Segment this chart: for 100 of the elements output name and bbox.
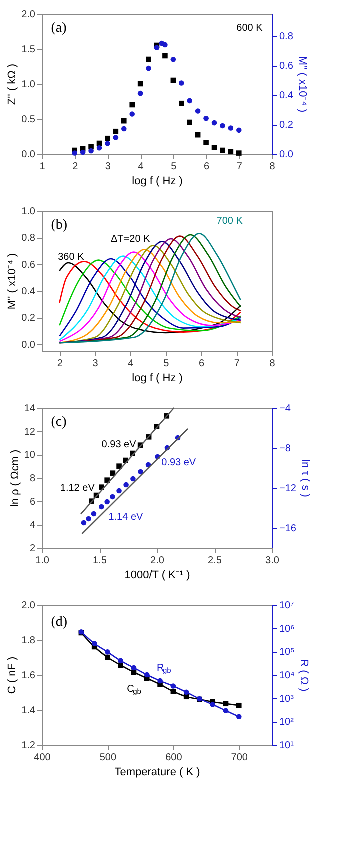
y-tick-label: 1.5: [22, 44, 36, 56]
y2-tick-label: 10⁴: [280, 670, 295, 682]
x-tick-label: 3: [92, 358, 99, 370]
point: [130, 112, 136, 117]
y-tick-label: 0.6: [22, 260, 36, 271]
point: [116, 464, 122, 469]
point: [72, 150, 78, 156]
x-tick-label: 8: [270, 162, 276, 172]
point: [138, 469, 144, 475]
point: [86, 516, 92, 522]
annotation: 1.14 eV: [108, 512, 144, 524]
point: [170, 684, 176, 689]
y-tick-label: 0.8: [22, 233, 36, 244]
y-tick-label: 1.2: [22, 740, 36, 752]
x-tick-label: 7: [234, 358, 240, 370]
y2-tick-label: 10²: [280, 717, 295, 728]
point: [236, 702, 242, 708]
y-tick-label: 0.0: [22, 340, 36, 351]
y2-tick-label: −16: [280, 524, 297, 534]
y2-tick-label: 10³: [280, 694, 295, 705]
y-tick-label: 14: [24, 404, 36, 414]
y2-axis-title: ln τ ( s ): [299, 460, 312, 498]
annotation: (d): [51, 614, 68, 630]
point: [170, 57, 176, 62]
y-tick-label: 10: [24, 450, 36, 462]
point: [158, 678, 163, 684]
x-tick-label: 2.0: [150, 556, 165, 566]
point: [178, 100, 184, 106]
point: [212, 120, 218, 126]
y2-tick-label: 10¹: [280, 740, 295, 752]
x-tick-label: 1: [40, 162, 46, 172]
point: [154, 45, 160, 51]
y2-tick-label: 10⁵: [280, 647, 295, 658]
annotation: ΔT=20 K: [111, 234, 151, 245]
y-tick-label: 1.0: [22, 206, 36, 218]
point: [130, 102, 136, 108]
x-axis-title: 1000/T ( K⁻¹ ): [124, 570, 190, 582]
point: [110, 470, 116, 476]
x-tick-label: 2: [72, 162, 79, 172]
y2-tick-label: −8: [280, 444, 292, 454]
y-axis-title: ln ρ ( Ωcm ): [9, 450, 22, 508]
x-tick-label: 2.5: [208, 556, 222, 566]
point: [162, 42, 168, 48]
x-tick-label: 7: [236, 162, 243, 172]
x-tick-label: 8: [270, 358, 276, 370]
point: [99, 504, 104, 510]
annotation: (b): [51, 218, 68, 233]
point: [146, 66, 152, 72]
point: [162, 53, 168, 59]
point: [178, 80, 184, 86]
annotation: 700 K: [216, 216, 244, 227]
y2-tick-label: 10⁷: [280, 600, 295, 612]
point: [170, 688, 176, 694]
point: [121, 126, 127, 132]
point: [195, 108, 201, 114]
point: [105, 654, 110, 660]
point: [144, 672, 150, 678]
point: [110, 494, 116, 500]
point: [223, 701, 229, 707]
y-tick-label: 4: [30, 520, 36, 532]
x-tick-label: 3.0: [266, 556, 280, 566]
y2-tick-label: 0.8: [280, 32, 294, 43]
y-tick-label: 8: [30, 474, 36, 484]
x-tick-label: 6: [204, 162, 210, 172]
y2-axis-title: M'' ( x10⁻⁴ ): [296, 56, 308, 113]
y2-tick-label: 0.0: [280, 150, 294, 160]
point: [116, 488, 122, 494]
point: [236, 150, 242, 156]
x-tick-label: 5: [164, 358, 170, 370]
point: [223, 708, 229, 714]
x-tick-label: 5: [171, 162, 178, 172]
x-tick-label: 3: [105, 162, 112, 172]
annotation: 0.93 eV: [102, 439, 137, 450]
point: [113, 135, 119, 140]
annotation: (c): [51, 415, 68, 430]
point: [96, 145, 102, 151]
y-tick-label: 2: [30, 544, 36, 554]
y-tick-label: 1.0: [22, 80, 36, 90]
annotation: 1.12 eV: [60, 482, 96, 494]
annotation: 360 K: [58, 252, 85, 264]
point: [81, 520, 87, 526]
y2-axis-title: R ( Ω ): [298, 659, 310, 692]
point: [105, 650, 110, 655]
x-tick-label: 4: [128, 358, 134, 370]
y-tick-label: 2.0: [22, 10, 36, 20]
annotation: 0.93 eV: [162, 458, 196, 469]
point: [184, 690, 190, 696]
point: [220, 148, 226, 154]
x-axis-title: log f ( Hz ): [132, 372, 183, 384]
x-axis-title: log f ( Hz ): [132, 176, 183, 188]
annotation: (a): [51, 21, 68, 36]
point: [105, 141, 110, 146]
point: [187, 98, 193, 104]
point: [236, 128, 242, 134]
y-tick-label: 1.4: [22, 706, 36, 716]
point: [236, 714, 242, 720]
y-tick-label: 0.0: [22, 150, 36, 160]
point: [88, 148, 94, 154]
y2-tick-label: 10⁶: [280, 624, 295, 635]
y-axis-title: C ( nF ): [6, 656, 19, 694]
